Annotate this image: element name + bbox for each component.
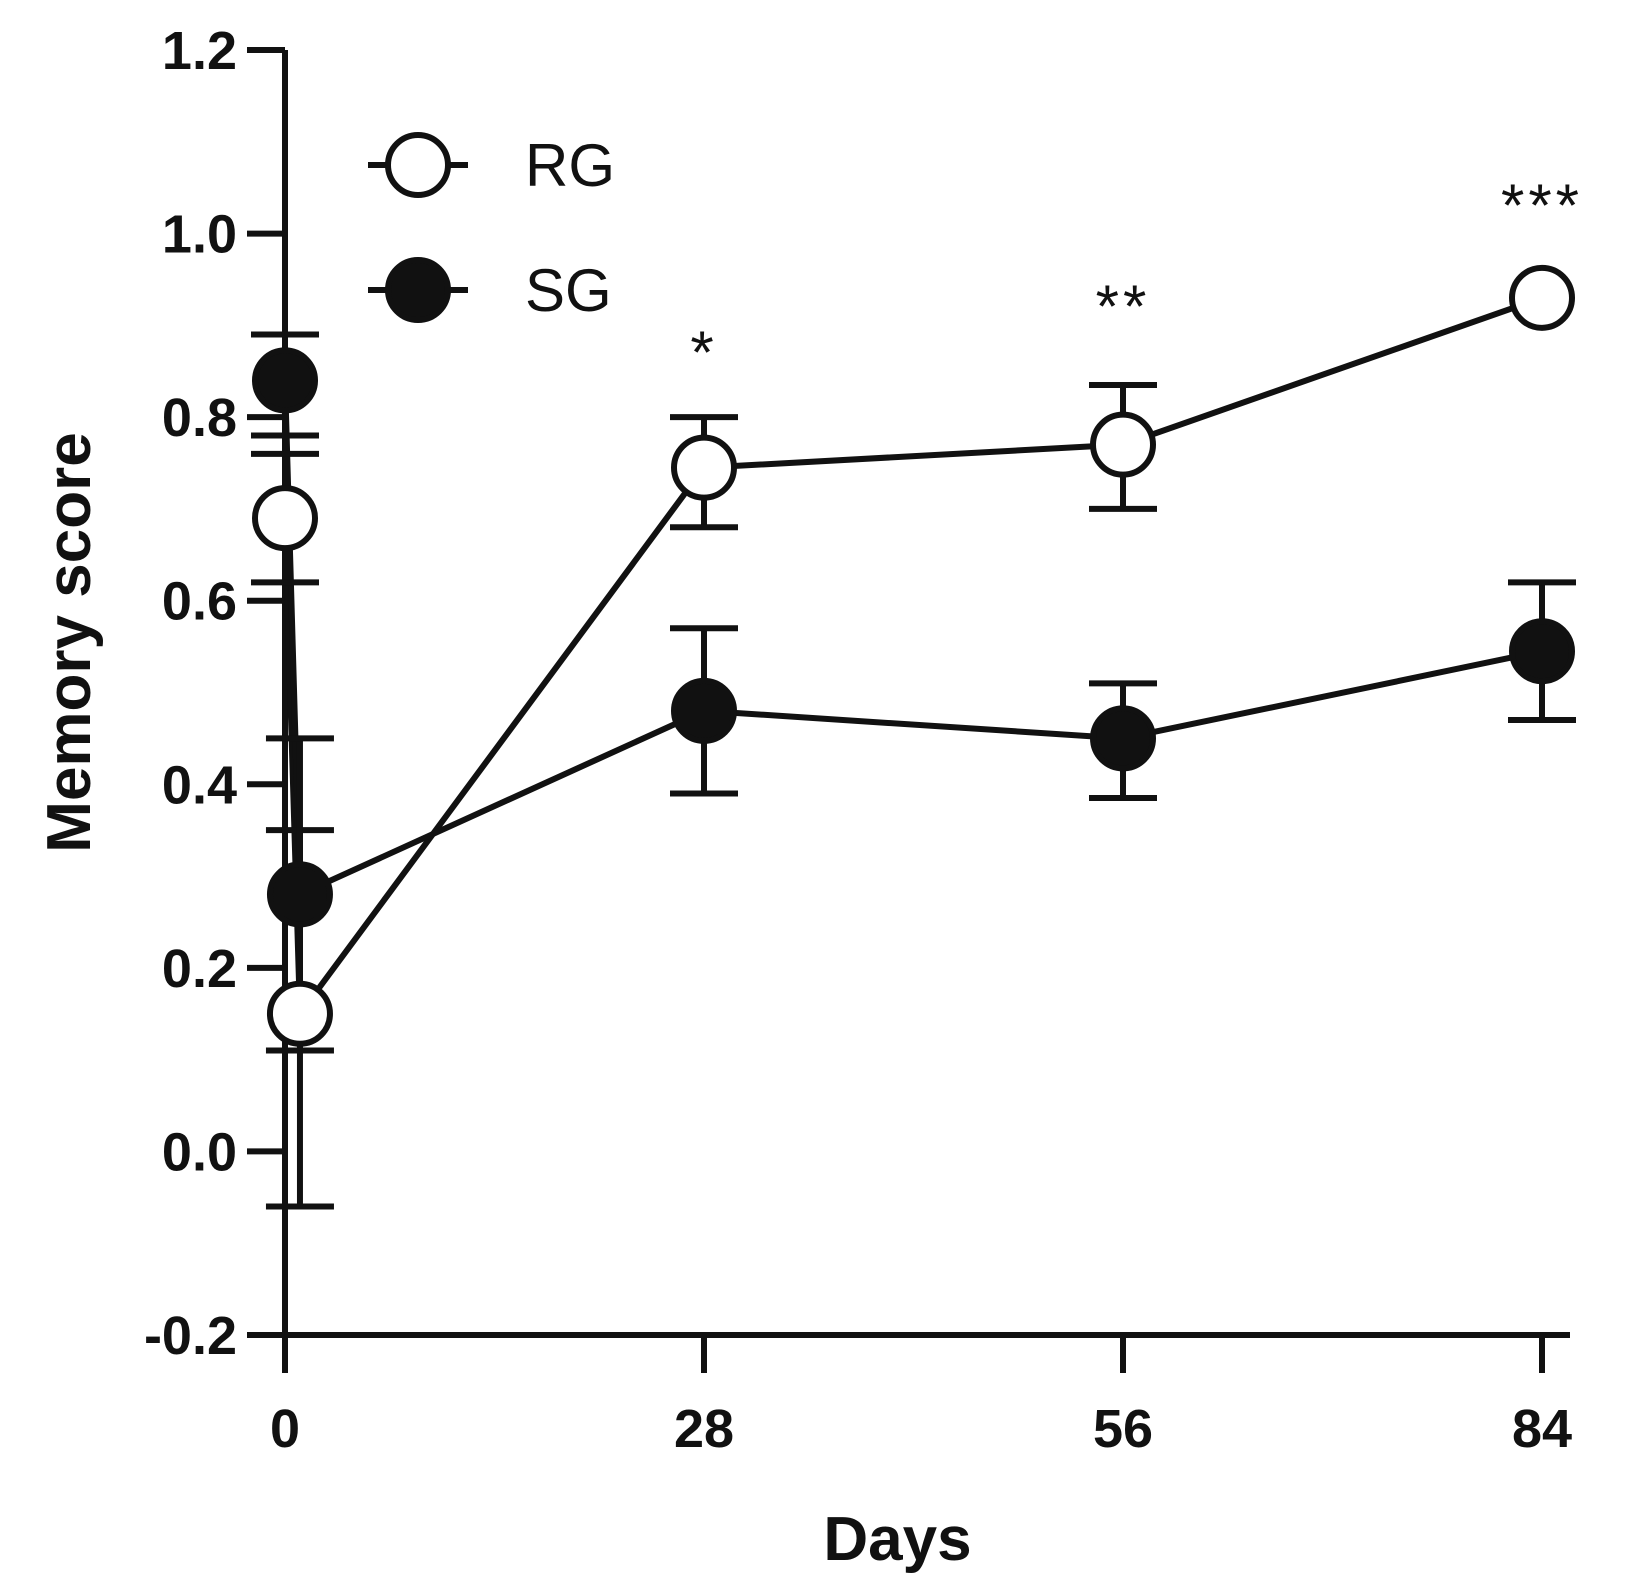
- legend-marker: [385, 132, 451, 198]
- x-tick-label: 28: [674, 1399, 734, 1459]
- series-line-rg: [282, 294, 1543, 1017]
- x-tick-label: 56: [1093, 1399, 1153, 1459]
- y-axis-title: Memory score: [35, 432, 104, 852]
- x-axis-title: Days: [823, 1505, 971, 1574]
- x-tick-label: 0: [270, 1399, 300, 1459]
- significance-marker: ***: [1501, 172, 1583, 239]
- significance-marker: **: [1096, 273, 1151, 340]
- y-tick-label: 0.4: [162, 755, 237, 815]
- data-point-rg: [671, 434, 737, 501]
- y-tick-label: 1.0: [162, 205, 237, 265]
- y-tick-label: 1.2: [162, 21, 237, 81]
- y-tick-label: 0.2: [162, 939, 237, 999]
- data-point-sg: [1509, 618, 1575, 685]
- y-tick-label: 0.8: [162, 388, 237, 448]
- legend-item-rg: RG: [368, 132, 615, 199]
- legend-item-sg: SG: [368, 257, 612, 324]
- error-bars: [251, 331, 1576, 1210]
- data-point-sg: [1090, 705, 1156, 772]
- legend-label: SG: [525, 257, 612, 324]
- significance-marker: *: [690, 319, 717, 386]
- y-tick-label: -0.2: [144, 1306, 237, 1366]
- data-point-sg: [252, 347, 318, 414]
- y-tick-label: 0.6: [162, 572, 237, 632]
- series-lines: [282, 294, 1543, 1017]
- data-point-sg: [671, 677, 737, 744]
- data-point-rg: [252, 485, 318, 552]
- data-points: [252, 264, 1575, 1047]
- x-tick-label: 84: [1512, 1399, 1572, 1459]
- data-point-sg: [266, 861, 333, 928]
- legend-label: RG: [525, 132, 615, 199]
- legend: RG SG: [368, 132, 615, 324]
- data-point-rg: [1090, 411, 1156, 478]
- significance-annotations: ******: [690, 172, 1583, 386]
- axes: -0.2 0.0 0.2 0.4 0.6 0.8 1.0 1.2 0 28 56 84 Days Memo…: [35, 21, 1572, 1574]
- data-point-rg: [266, 980, 333, 1047]
- y-tick-label: 0.0: [162, 1122, 237, 1182]
- legend-marker: [385, 257, 451, 323]
- data-point-rg: [1509, 264, 1575, 331]
